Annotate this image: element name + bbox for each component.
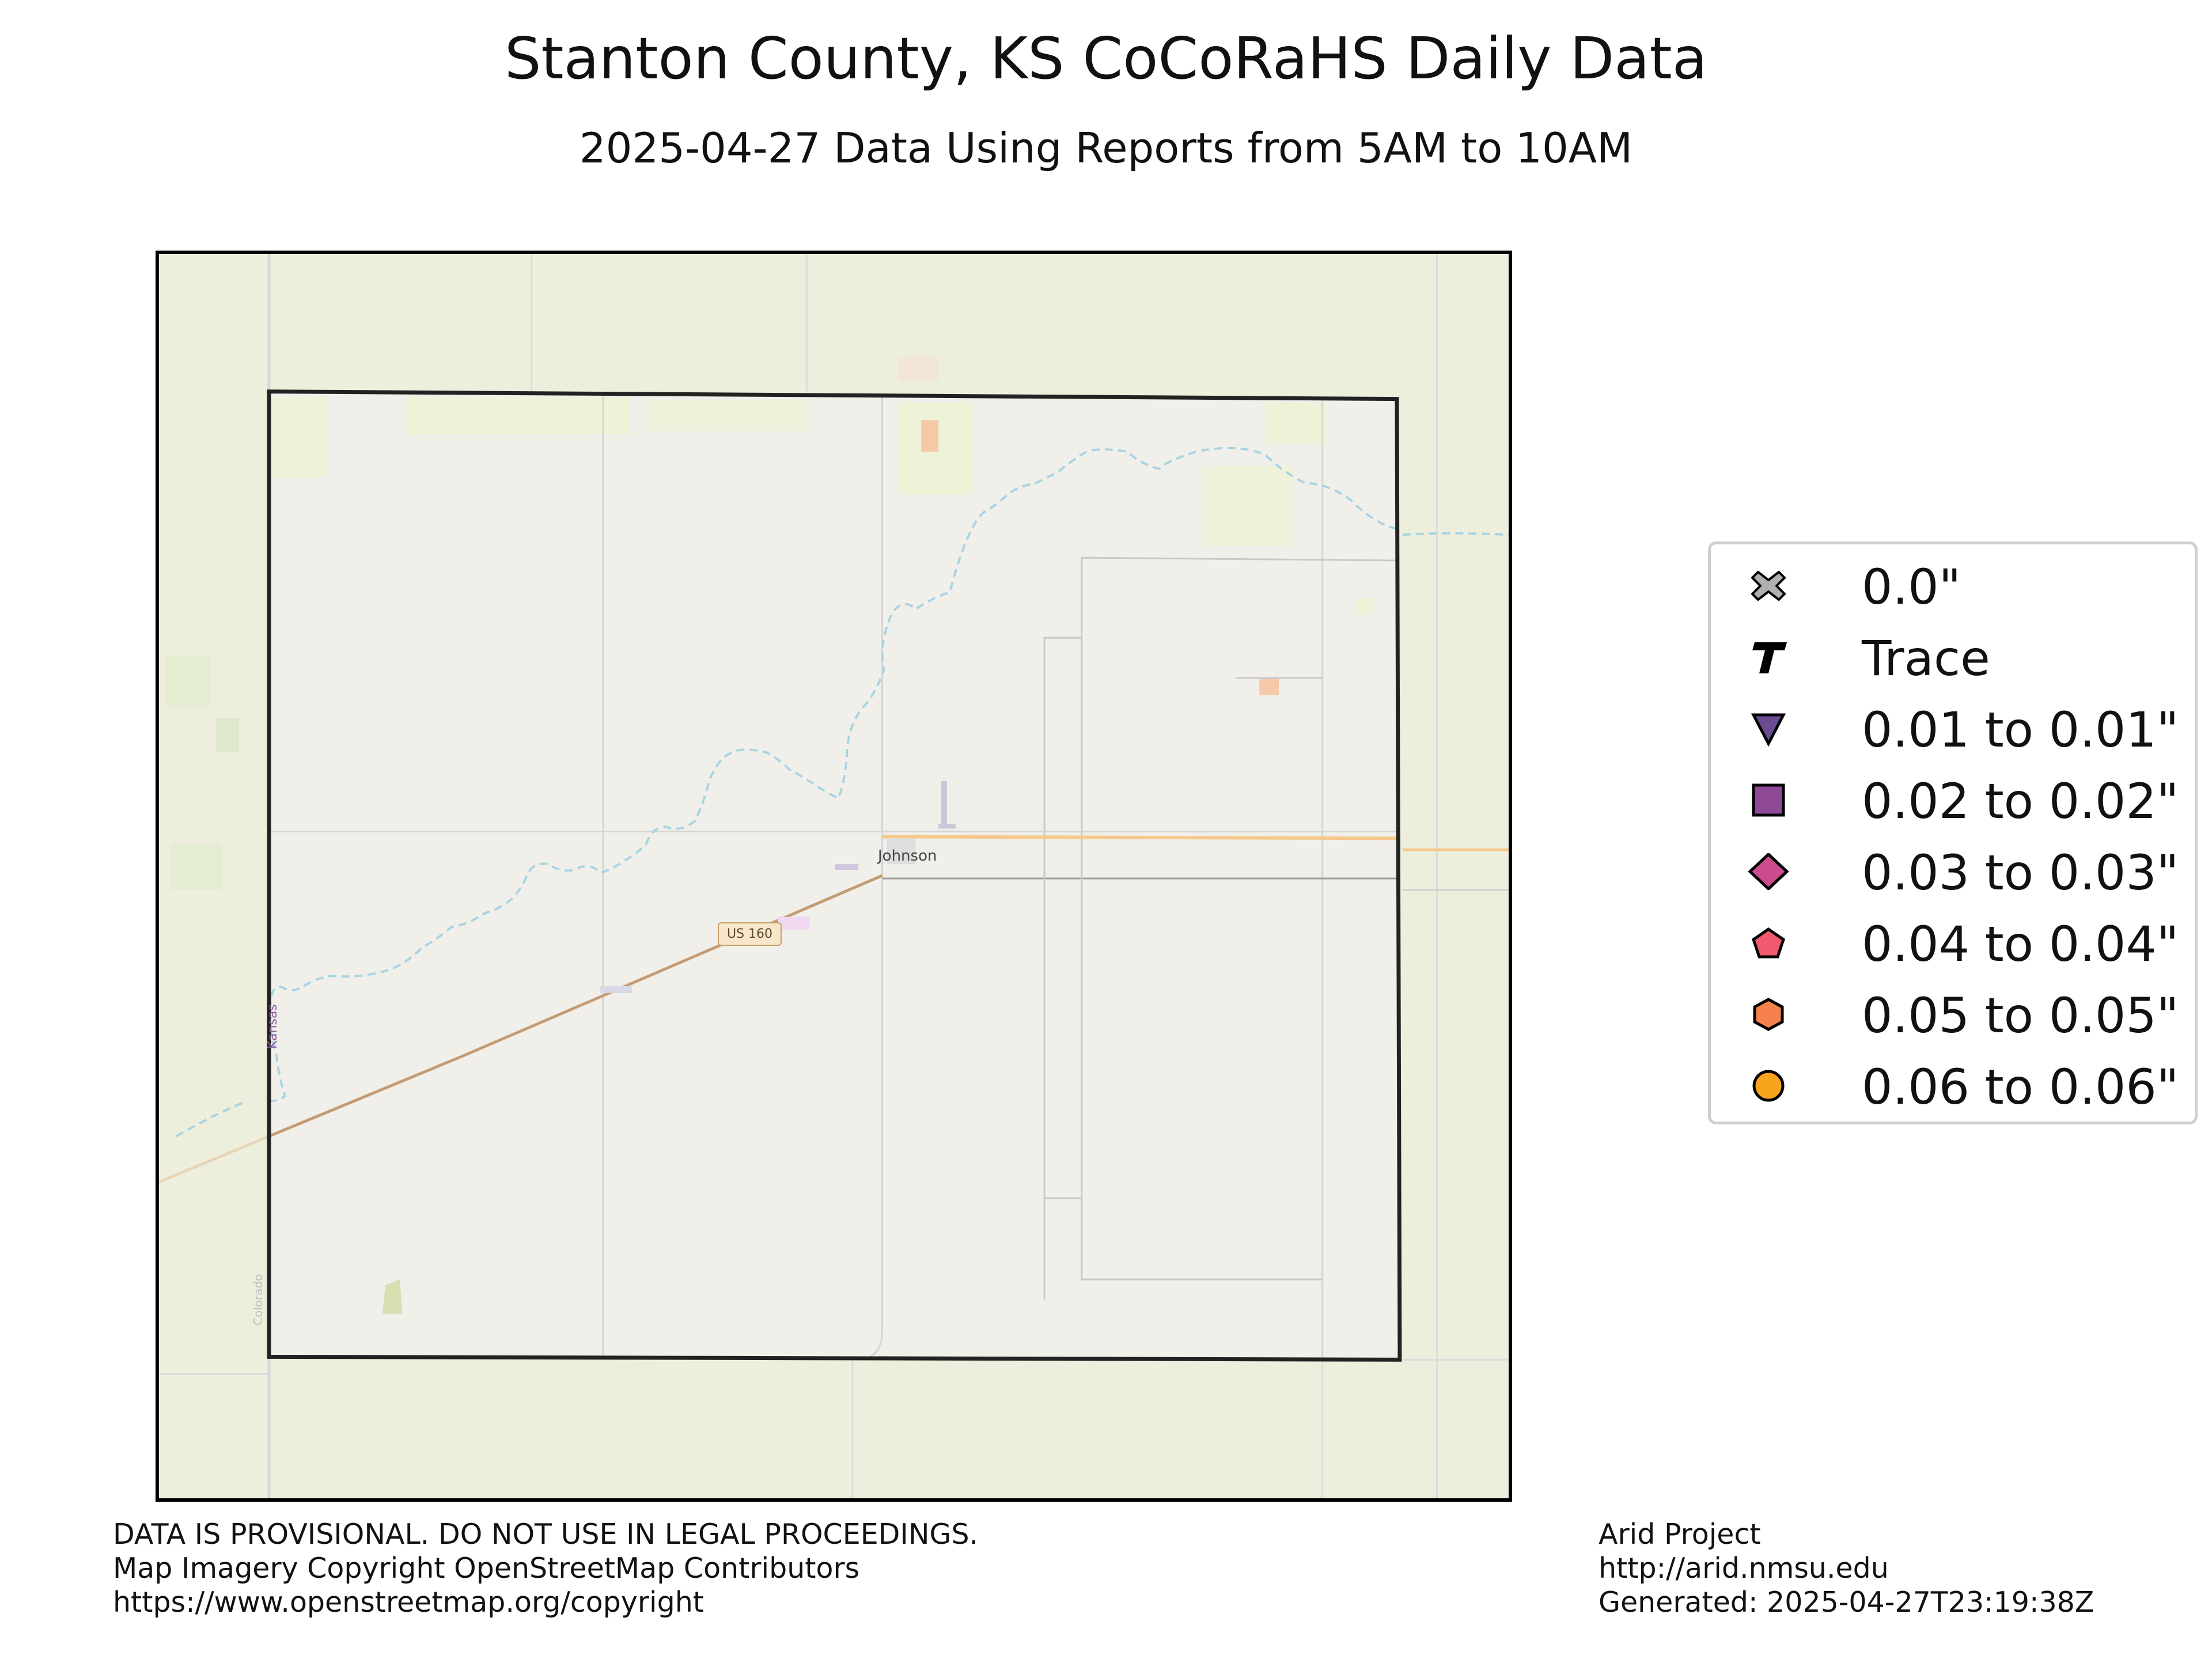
- highway-outer: [159, 1135, 270, 1184]
- industrial-patch: [1259, 677, 1279, 695]
- field-patch: [271, 397, 325, 478]
- footer-link[interactable]: http://arid.nmsu.edu: [1599, 1552, 1889, 1585]
- land-patch: [170, 844, 222, 890]
- map-title: Stanton County, KS CoCoRaHS Daily Data: [504, 25, 1708, 92]
- legend-item-002: 0.02 to 0.02": [1711, 771, 2195, 830]
- highway-us160: [268, 874, 883, 1138]
- legend-item-zero: 0.0": [1711, 557, 2195, 615]
- boundary-line: [1081, 1198, 1323, 1281]
- town-label: Johnson: [878, 847, 937, 865]
- legend-item-004: 0.04 to 0.04": [1711, 914, 2195, 972]
- highway-shield: US 160: [718, 922, 782, 946]
- basemap: [159, 254, 1509, 1498]
- x-marker-icon: [1751, 571, 1786, 601]
- legend-label: 0.01 to 0.01": [1862, 702, 2179, 758]
- legend-item-005: 0.05 to 0.05": [1711, 986, 2195, 1044]
- field-patch: [1202, 465, 1294, 547]
- legend-label: Trace: [1862, 630, 1990, 687]
- legend-label: 0.03 to 0.03": [1862, 844, 2179, 901]
- town-block: [835, 864, 858, 870]
- legend-item-003: 0.03 to 0.03": [1711, 843, 2195, 901]
- footer-link[interactable]: https://www.openstreetmap.org/copyright: [113, 1586, 704, 1619]
- t-marker-icon: [1752, 642, 1787, 673]
- circle-icon: [1752, 1070, 1785, 1102]
- river-outer: [175, 1100, 245, 1138]
- footer-line: Arid Project: [1599, 1518, 1761, 1551]
- field-patch: [382, 1279, 403, 1314]
- legend-label: 0.05 to 0.05": [1862, 987, 2179, 1044]
- state-label: Kansas: [266, 1004, 280, 1049]
- footer-line: DATA IS PROVISIONAL. DO NOT USE IN LEGAL…: [113, 1518, 979, 1551]
- legend-label: 0.06 to 0.06": [1862, 1059, 2179, 1115]
- industrial-patch: [921, 420, 939, 452]
- diamond-icon: [1748, 853, 1789, 890]
- field-patch: [898, 357, 939, 380]
- hexagon-icon: [1753, 998, 1784, 1031]
- land-patch: [164, 655, 211, 707]
- legend: 0.0" Trace 0.01 to 0.01" 0.02 to 0.02" 0…: [1708, 541, 2198, 1124]
- county-border: [267, 389, 1402, 1362]
- map-panel[interactable]: Johnson US 160 Kansas Colorado: [156, 251, 1512, 1502]
- triangle-down-icon: [1751, 713, 1786, 747]
- map-subtitle: 2025-04-27 Data Using Reports from 5AM t…: [579, 124, 1633, 172]
- land-patch: [216, 718, 240, 753]
- county-area: [269, 391, 1400, 1360]
- footer-line: Generated: 2025-04-27T23:19:38Z: [1599, 1586, 2094, 1619]
- legend-item-006: 0.06 to 0.06": [1711, 1057, 2195, 1115]
- field-patch: [1357, 597, 1374, 615]
- town-block: [938, 824, 956, 829]
- footer-credits: Arid Project http://arid.nmsu.edu Genera…: [1599, 1517, 2094, 1619]
- field-patch: [405, 397, 629, 435]
- square-icon: [1752, 783, 1785, 817]
- legend-item-001: 0.01 to 0.01": [1711, 700, 2195, 758]
- footer-line: Map Imagery Copyright OpenStreetMap Cont…: [113, 1552, 860, 1585]
- town-block: [600, 986, 632, 993]
- field-patch: [1265, 403, 1328, 444]
- town-block: [941, 781, 947, 824]
- river: [268, 446, 1397, 1103]
- pentagon-icon: [1752, 927, 1785, 959]
- boundary-line: [1043, 637, 1082, 1198]
- footer-disclaimer: DATA IS PROVISIONAL. DO NOT USE IN LEGAL…: [113, 1517, 978, 1619]
- town-block: [778, 916, 810, 930]
- legend-label: 0.02 to 0.02": [1862, 773, 2179, 830]
- legend-label: 0.0": [1862, 559, 1961, 615]
- field-patch: [646, 400, 807, 432]
- town-block: [887, 838, 916, 865]
- river-label: Colorado: [251, 1274, 265, 1325]
- road-major: [882, 835, 1397, 840]
- legend-item-trace: Trace: [1711, 628, 2195, 687]
- legend-label: 0.04 to 0.04": [1862, 916, 2179, 972]
